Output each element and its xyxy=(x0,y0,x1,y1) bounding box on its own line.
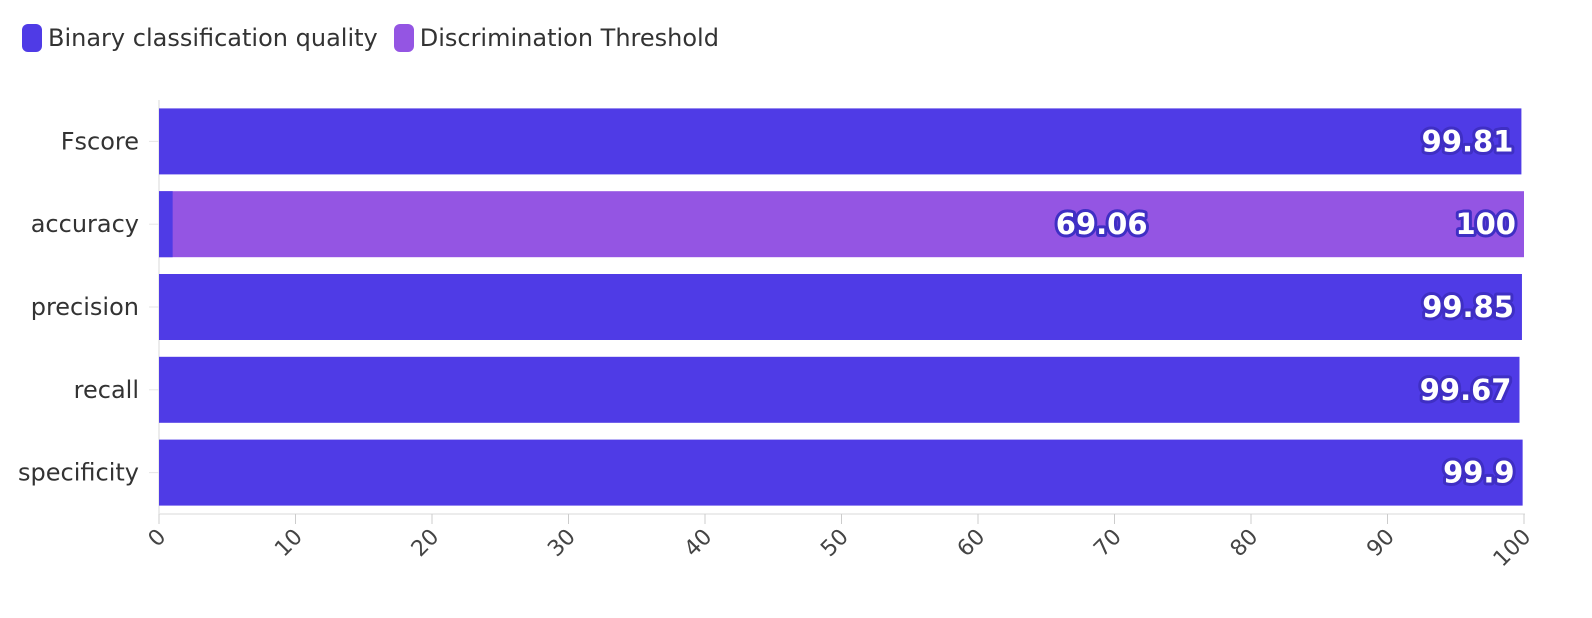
bar-quality xyxy=(159,356,1520,423)
bar-quality xyxy=(159,191,173,258)
annotation-label: 69.06 xyxy=(1056,207,1148,241)
x-tick-label: 70 xyxy=(1089,525,1126,562)
data-label-quality: 99.81 xyxy=(1422,124,1514,158)
y-tick-label: recall xyxy=(74,376,139,404)
legend-swatch-binary xyxy=(22,24,42,52)
x-tick-label: 100 xyxy=(1489,525,1536,572)
data-label-quality: 99.67 xyxy=(1420,373,1512,407)
data-label-quality: 99.85 xyxy=(1422,290,1514,324)
legend-item-discrimination-threshold[interactable]: Discrimination Threshold xyxy=(393,24,719,52)
bar-quality xyxy=(159,274,1522,340)
y-tick-label: specificity xyxy=(18,459,139,487)
data-label-quality: 99.9 xyxy=(1443,456,1515,490)
x-tick-label: 50 xyxy=(816,525,853,562)
data-label-threshold: 100 xyxy=(1455,207,1516,241)
x-tick-label: 30 xyxy=(543,525,580,562)
x-tick-label: 10 xyxy=(270,525,307,562)
y-tick-label: accuracy xyxy=(31,210,139,238)
y-tick-label: Fscore xyxy=(61,127,139,155)
legend-label-binary: Binary classification quality xyxy=(48,24,378,52)
legend-swatch-threshold xyxy=(393,24,414,52)
legend-item-binary-classification-quality[interactable]: Binary classification quality xyxy=(22,24,378,52)
bar-quality xyxy=(159,439,1523,506)
x-tick-label: 20 xyxy=(407,525,444,562)
legend-label-threshold: Discrimination Threshold xyxy=(419,24,719,52)
x-tick-label: 80 xyxy=(1226,525,1263,562)
y-tick-label: precision xyxy=(31,293,139,321)
x-tick-label: 40 xyxy=(680,525,717,562)
bar-threshold xyxy=(159,191,1524,258)
legend: Binary classification quality Discrimina… xyxy=(22,24,735,52)
x-tick-label: 60 xyxy=(953,525,990,562)
bar-quality xyxy=(159,108,1522,175)
x-tick-label: 0 xyxy=(144,525,172,553)
x-tick-label: 90 xyxy=(1362,525,1399,562)
